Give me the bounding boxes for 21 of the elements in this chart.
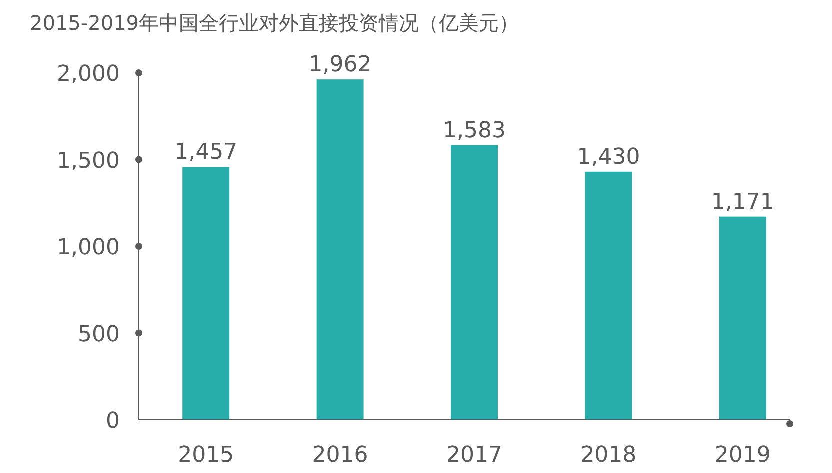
y-tick-label: 1,000 — [57, 236, 120, 260]
bar — [451, 145, 498, 420]
bar — [182, 167, 230, 420]
data-label: 1,583 — [443, 118, 506, 144]
data-label: 1,171 — [711, 190, 774, 215]
data-label: 1,430 — [577, 144, 640, 170]
bar — [719, 216, 766, 420]
y-tick-label: 1,500 — [57, 148, 120, 174]
x-tick-label: 2016 — [312, 443, 368, 468]
x-tick-label: 2018 — [580, 443, 637, 468]
data-label: 1,457 — [174, 140, 238, 166]
y-tick-label: 2,000 — [57, 62, 120, 87]
x-tick-label: 2017 — [446, 443, 502, 468]
x-tick-label: 2015 — [178, 443, 234, 468]
bar — [316, 80, 364, 420]
bar — [585, 172, 632, 420]
y-tick-label: 0 — [106, 409, 120, 434]
chart-title: 2015-2019年中国全行业对外直接投资情况（亿美元） — [30, 11, 520, 35]
data-label: 1,962 — [308, 52, 372, 78]
y-tick-label: 500 — [78, 322, 120, 348]
x-tick-label: 2019 — [714, 443, 771, 468]
